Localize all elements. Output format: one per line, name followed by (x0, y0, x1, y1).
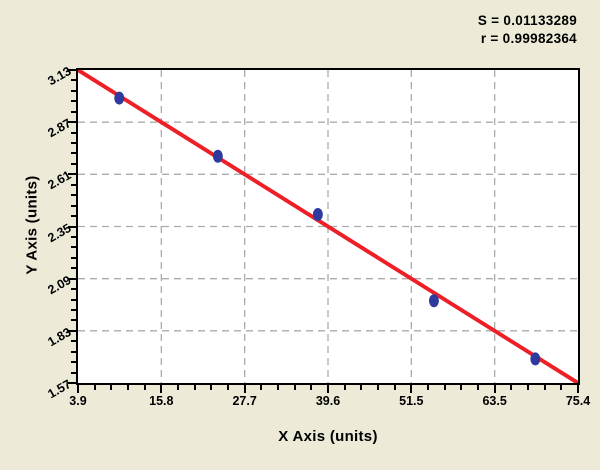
x-minor-tick (343, 385, 346, 390)
y-minor-tick (71, 256, 76, 259)
y-minor-tick (71, 340, 76, 343)
x-minor-tick (360, 385, 363, 390)
stat-r-value: r = 0.99982364 (480, 31, 577, 46)
y-major-tick (68, 173, 76, 176)
plot-canvas (78, 70, 578, 383)
y-minor-tick (71, 183, 76, 186)
x-tick-label: 15.8 (149, 394, 174, 408)
y-minor-tick (71, 298, 76, 301)
x-minor-tick (393, 385, 396, 390)
x-major-tick (160, 385, 163, 393)
y-tick-label: 2.87 (45, 116, 74, 141)
x-major-tick (410, 385, 413, 393)
x-minor-tick (377, 385, 379, 390)
x-minor-tick (193, 385, 196, 390)
y-minor-tick (71, 194, 76, 197)
x-major-tick (327, 385, 329, 393)
x-tick-label: 3.9 (69, 394, 87, 408)
x-axis-title: X Axis (units) (278, 428, 378, 445)
x-minor-tick (527, 385, 529, 390)
data-point (312, 207, 323, 221)
y-minor-tick (71, 89, 76, 92)
x-minor-tick (110, 385, 113, 390)
y-tick-label: 1.83 (45, 324, 74, 350)
x-major-tick (77, 385, 79, 393)
y-minor-tick (71, 371, 76, 374)
x-minor-tick (543, 385, 546, 390)
data-point (114, 91, 125, 105)
y-minor-tick (71, 110, 76, 113)
x-tick-label: 39.6 (315, 394, 341, 408)
y-minor-tick (71, 267, 76, 270)
data-point (530, 352, 541, 366)
y-minor-tick (71, 131, 76, 134)
x-minor-tick (510, 385, 513, 390)
y-major-tick (68, 225, 76, 228)
x-tick-label: 27.7 (232, 394, 257, 408)
x-minor-tick (260, 385, 263, 390)
y-minor-tick (71, 79, 76, 82)
y-minor-tick (71, 361, 76, 364)
x-tick-label: 51.5 (399, 394, 424, 408)
fit-statistics: S = 0.01133289 r = 0.99982364 (478, 12, 577, 48)
y-tick-label: 2.61 (45, 168, 74, 193)
x-tick-label: 63.5 (482, 394, 507, 408)
y-tick-label: 3.13 (45, 63, 74, 89)
x-minor-tick (460, 385, 463, 390)
x-minor-tick (560, 385, 563, 390)
y-minor-tick (71, 215, 76, 218)
x-minor-tick (210, 385, 213, 390)
y-minor-tick (71, 204, 76, 207)
regression-line (78, 70, 578, 383)
y-minor-tick (71, 350, 76, 353)
y-minor-tick (71, 246, 76, 249)
x-major-tick (493, 385, 496, 393)
y-major-tick (68, 329, 76, 332)
y-minor-tick (71, 142, 76, 145)
x-minor-tick (427, 385, 429, 390)
y-minor-tick (71, 288, 76, 291)
y-major-tick (68, 121, 76, 124)
x-minor-tick (177, 385, 179, 390)
data-point (212, 149, 223, 163)
x-tick-label: 75.4 (565, 394, 591, 408)
y-minor-tick (71, 162, 76, 165)
data-point (428, 294, 439, 308)
y-major-tick (68, 277, 76, 280)
y-minor-tick (71, 152, 76, 155)
x-minor-tick (93, 385, 96, 390)
x-minor-tick (277, 385, 279, 390)
stat-s-value: S = 0.01133289 (477, 13, 577, 28)
plot-area (76, 68, 580, 385)
y-major-tick (68, 382, 76, 384)
x-major-tick (577, 385, 579, 393)
y-major-tick (68, 69, 76, 71)
x-major-tick (243, 385, 246, 393)
x-minor-tick (443, 385, 446, 390)
x-minor-tick (127, 385, 129, 390)
y-minor-tick (71, 308, 76, 311)
y-minor-tick (71, 100, 76, 103)
y-minor-tick (71, 319, 76, 322)
x-minor-tick (477, 385, 479, 390)
x-minor-tick (310, 385, 313, 390)
y-minor-tick (71, 235, 76, 238)
x-minor-tick (143, 385, 146, 390)
x-minor-tick (227, 385, 229, 390)
x-minor-tick (293, 385, 296, 390)
y-tick-label: 2.09 (45, 272, 74, 297)
